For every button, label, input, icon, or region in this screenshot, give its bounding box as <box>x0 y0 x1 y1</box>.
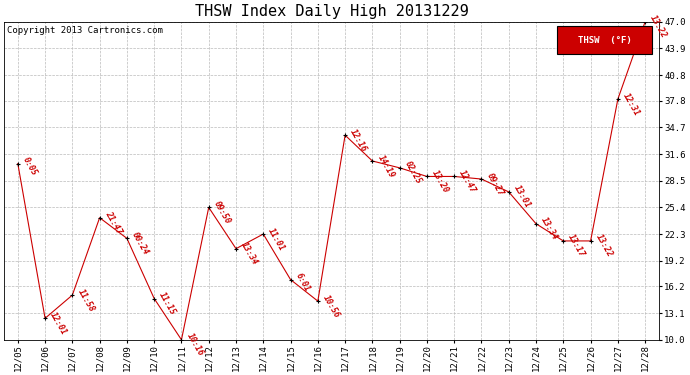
Text: 13:22: 13:22 <box>594 233 614 259</box>
Text: 12:31: 12:31 <box>621 91 642 117</box>
Text: THSW  (°F): THSW (°F) <box>578 36 631 45</box>
Text: 10:16: 10:16 <box>185 332 205 358</box>
Text: 11:58: 11:58 <box>76 287 96 313</box>
Text: 11:15: 11:15 <box>157 291 178 317</box>
Text: 11:01: 11:01 <box>266 226 287 252</box>
Text: 6:01: 6:01 <box>294 272 312 294</box>
Text: 21:47: 21:47 <box>103 210 124 236</box>
FancyBboxPatch shape <box>558 27 652 54</box>
Text: 09:50: 09:50 <box>212 200 233 226</box>
Text: 12:47: 12:47 <box>457 168 477 195</box>
Text: 00:24: 00:24 <box>130 230 150 256</box>
Text: 02:25: 02:25 <box>403 160 423 186</box>
Text: 12:16: 12:16 <box>348 127 368 153</box>
Text: 12:01: 12:01 <box>48 310 68 336</box>
Text: 13:34: 13:34 <box>239 241 259 267</box>
Text: 13:20: 13:20 <box>430 168 451 195</box>
Text: Copyright 2013 Cartronics.com: Copyright 2013 Cartronics.com <box>8 27 164 36</box>
Title: THSW Index Daily High 20131229: THSW Index Daily High 20131229 <box>195 4 469 19</box>
Text: 13:22: 13:22 <box>649 14 669 40</box>
Text: 13:01: 13:01 <box>512 184 532 210</box>
Text: 09:27: 09:27 <box>485 171 505 197</box>
Text: 13:34: 13:34 <box>540 216 560 242</box>
Text: 0:05: 0:05 <box>21 156 39 177</box>
Text: 13:17: 13:17 <box>566 233 587 259</box>
Text: 14:19: 14:19 <box>375 153 396 179</box>
Text: 10:56: 10:56 <box>321 293 342 320</box>
